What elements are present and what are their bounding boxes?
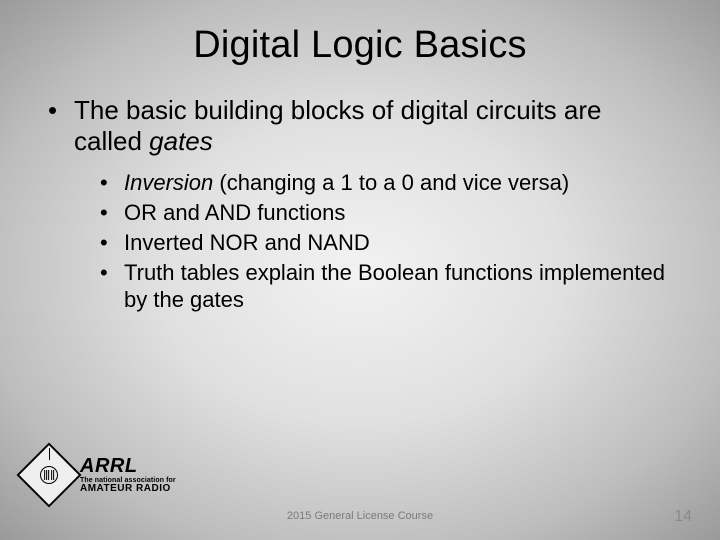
logo-tagline2: AMATEUR RADIO <box>80 484 176 494</box>
bullet-list-level1: The basic building blocks of digital cir… <box>46 95 674 313</box>
logo-text-block: ARRL The national association for AMATEU… <box>80 456 176 494</box>
bullet-list-level2: Inversion (changing a 1 to a 0 and vice … <box>98 170 674 313</box>
logo-antenna-icon <box>49 448 50 460</box>
logo-circle-icon <box>40 466 58 484</box>
bullet-level2-item: Inverted NOR and NAND <box>98 230 674 257</box>
logo-brand-text: ARRL <box>80 456 176 476</box>
logo-bars-icon <box>44 470 54 480</box>
bullet-text-emph: Inversion <box>124 170 213 195</box>
bullet-level1-item: The basic building blocks of digital cir… <box>46 95 674 313</box>
page-number: 14 <box>674 508 692 526</box>
bullet-text: (changing a 1 to a 0 and vice versa) <box>213 170 569 195</box>
bullet-level2-item: Inversion (changing a 1 to a 0 and vice … <box>98 170 674 197</box>
logo-diamond-icon <box>16 442 81 507</box>
arrl-logo: ARRL The national association for AMATEU… <box>26 452 176 498</box>
bullet-text: OR and AND functions <box>124 200 345 225</box>
bullet-text: Inverted NOR and NAND <box>124 230 370 255</box>
logo-diamond-inner <box>28 454 70 496</box>
slide-title: Digital Logic Basics <box>46 24 674 67</box>
bullet-text-emph: gates <box>149 126 213 156</box>
slide: Digital Logic Basics The basic building … <box>0 0 720 540</box>
footer-text: 2015 General License Course <box>0 510 720 522</box>
bullet-level2-item: Truth tables explain the Boolean functio… <box>98 260 674 314</box>
bullet-text: Truth tables explain the Boolean functio… <box>124 260 665 312</box>
bullet-level2-item: OR and AND functions <box>98 200 674 227</box>
